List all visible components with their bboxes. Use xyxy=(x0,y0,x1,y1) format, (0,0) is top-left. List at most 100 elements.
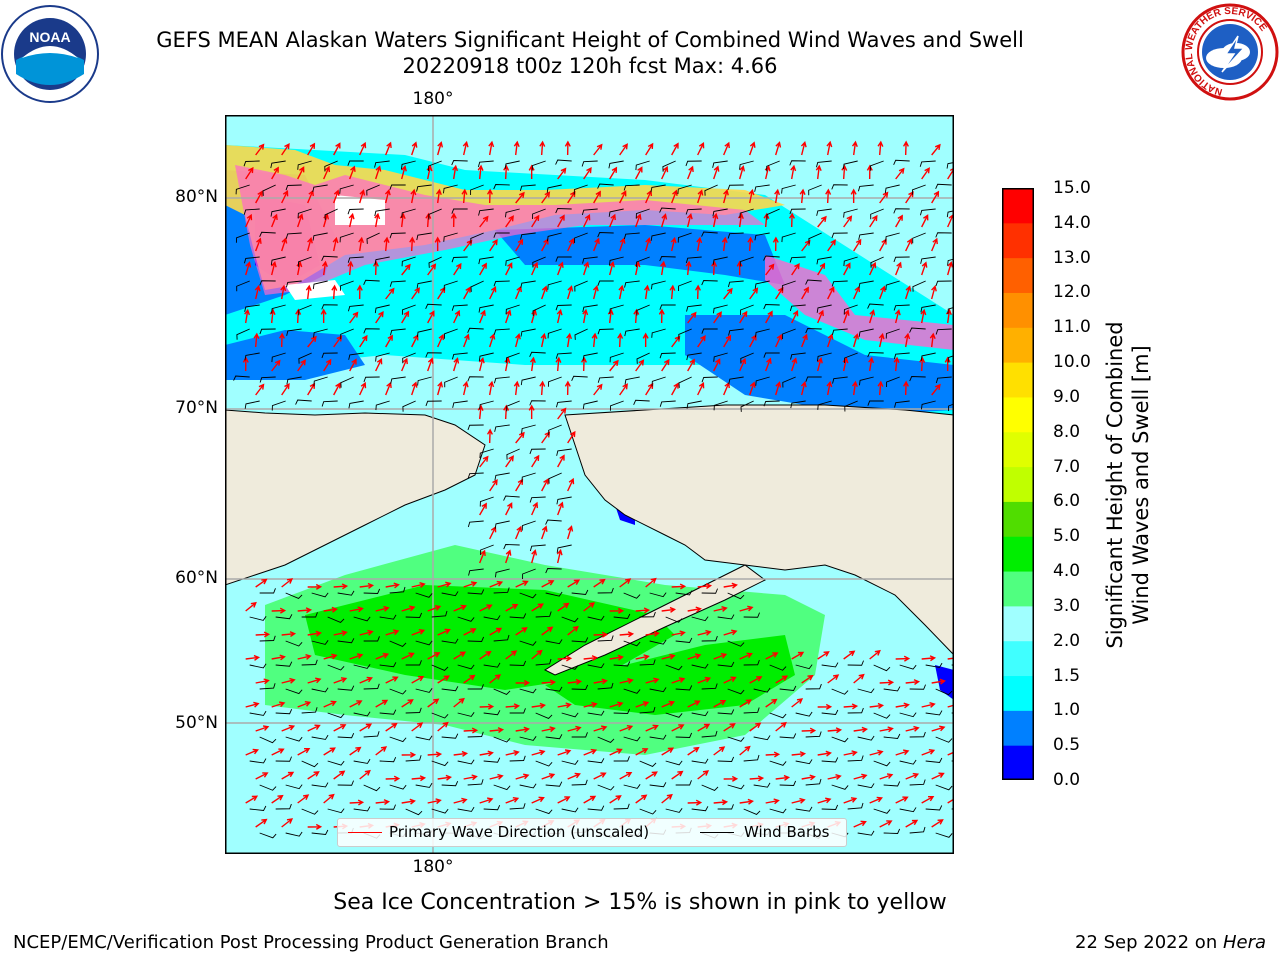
wave-arrow xyxy=(895,749,910,756)
wind-barb xyxy=(790,400,806,409)
wind-barb xyxy=(665,760,683,766)
wave-arrow xyxy=(736,260,743,275)
wave-arrow xyxy=(515,238,524,252)
wind-barb xyxy=(665,712,683,718)
wind-barb xyxy=(582,304,598,313)
wave-arrow xyxy=(333,677,348,684)
wave-arrow xyxy=(452,357,460,372)
wind-barb xyxy=(270,208,286,217)
wave-arrow xyxy=(817,703,833,710)
wave-arrow xyxy=(931,383,941,396)
wind-barb xyxy=(494,472,510,481)
wave-arrow xyxy=(642,332,649,347)
wave-arrow xyxy=(739,605,754,612)
wind-barb xyxy=(451,208,468,214)
wind-barb xyxy=(712,160,728,168)
wind-barb xyxy=(467,520,484,528)
wind-barb xyxy=(662,160,676,172)
wind-barb xyxy=(425,303,442,310)
wave-arrow xyxy=(437,721,449,732)
wind-barb xyxy=(347,208,364,215)
wave-arrow xyxy=(669,284,676,300)
wind-barb xyxy=(571,375,588,382)
wave-arrow xyxy=(619,724,634,732)
wave-arrow xyxy=(278,332,285,348)
wave-arrow xyxy=(254,284,261,300)
wind-barb xyxy=(909,376,926,382)
wind-barb xyxy=(509,803,526,810)
wind-barb xyxy=(821,757,839,763)
wind-barb xyxy=(675,732,693,738)
wave-arrow xyxy=(931,819,944,828)
wind-barb xyxy=(547,232,562,242)
footer-date: 22 Sep 2022 on Hera xyxy=(1075,932,1266,953)
wind-barb xyxy=(713,352,728,362)
wave-arrow xyxy=(479,650,492,660)
wind-barb xyxy=(467,472,484,479)
wind-barb xyxy=(935,376,952,384)
wind-barb xyxy=(805,683,822,690)
wave-arrow xyxy=(694,284,701,300)
wind-barb xyxy=(921,400,936,410)
wave-arrow xyxy=(297,166,305,180)
wind-barb xyxy=(389,184,406,190)
wind-barb xyxy=(623,640,641,647)
wind-barb xyxy=(816,304,832,313)
wind-barb xyxy=(494,520,510,529)
wave-arrow xyxy=(385,722,398,732)
wind-barb xyxy=(504,160,520,169)
wave-arrow xyxy=(591,332,598,348)
wave-arrow xyxy=(255,383,265,396)
wind-barb xyxy=(821,709,839,715)
wind-barb xyxy=(270,160,286,169)
wind-barb xyxy=(873,808,891,814)
colorbar-cell xyxy=(1002,466,1034,502)
wave-arrow xyxy=(671,335,681,348)
wind-barb xyxy=(389,736,407,743)
wind-barb xyxy=(401,160,416,170)
wind-barb xyxy=(555,352,572,359)
wave-arrow xyxy=(384,188,391,204)
wave-arrow xyxy=(557,501,564,516)
wave-arrow xyxy=(479,215,489,228)
wind-barb xyxy=(789,256,806,263)
wind-barb xyxy=(659,256,676,262)
wind-barb xyxy=(243,256,260,264)
wind-barb xyxy=(505,256,520,266)
wave-arrow xyxy=(555,356,562,372)
wave-arrow xyxy=(375,358,383,372)
wave-arrow xyxy=(723,582,738,589)
wave-arrow xyxy=(541,726,556,733)
wave-arrow xyxy=(280,284,287,300)
wind-barb xyxy=(727,640,745,647)
wind-barb xyxy=(520,280,536,289)
wind-barb xyxy=(532,304,546,316)
wind-barb xyxy=(633,399,650,406)
wind-barb xyxy=(401,304,416,315)
wave-arrow xyxy=(921,261,928,276)
wave-arrow xyxy=(816,357,823,372)
wave-arrow xyxy=(895,655,911,662)
wind-barb xyxy=(457,759,475,765)
wind-barb xyxy=(555,159,572,165)
wind-barb xyxy=(727,184,744,191)
wind-barb xyxy=(858,328,874,337)
wind-barb xyxy=(635,160,650,171)
wind-barb xyxy=(509,708,526,714)
wind-barb xyxy=(312,232,328,241)
wind-barb xyxy=(766,208,780,220)
wind-barb xyxy=(347,160,364,166)
wind-barb xyxy=(519,688,537,694)
wind-barb xyxy=(259,736,277,744)
wave-arrow xyxy=(359,582,375,589)
wave-arrow xyxy=(505,703,521,710)
wave-arrow xyxy=(269,308,276,324)
wind-barb xyxy=(883,686,901,692)
wind-barb xyxy=(883,781,901,787)
wind-barb xyxy=(285,736,303,742)
wind-barb xyxy=(259,683,276,690)
ice-hole-1 xyxy=(335,195,385,225)
wave-arrow xyxy=(385,334,393,348)
wind-barb xyxy=(405,612,423,618)
wind-barb xyxy=(686,400,702,409)
